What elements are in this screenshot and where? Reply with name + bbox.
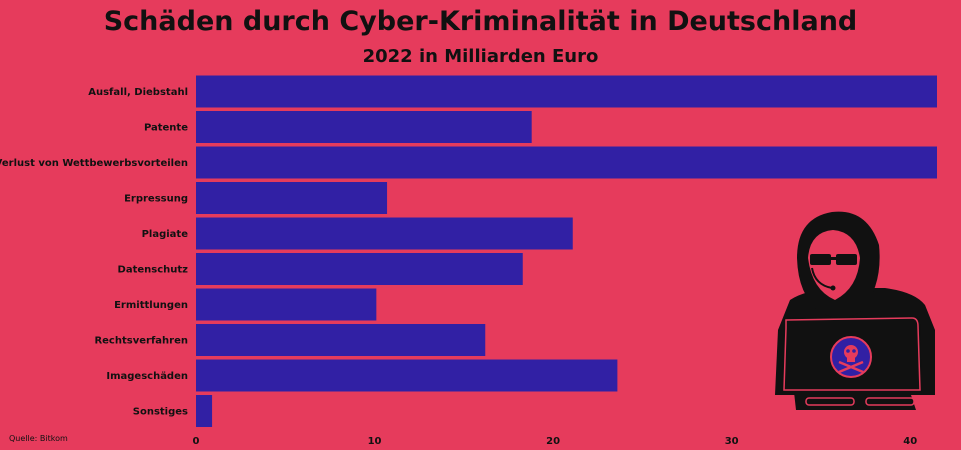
x-axis-ticks: 0 10 20 30 40 (193, 436, 918, 447)
category-label: Rechtsverfahren (94, 336, 188, 347)
bar-4 (196, 217, 573, 250)
category-labels: Ausfall, Diebstahl Patente Verlust von Wet… (0, 87, 188, 418)
bar-2 (196, 146, 937, 179)
category-label: Datenschutz (118, 265, 189, 276)
bar-6 (196, 288, 377, 321)
category-label: Ausfall, Diebstahl (88, 87, 188, 98)
x-tick-label: 0 (193, 436, 200, 447)
bar-9 (196, 395, 213, 427)
hacker-icon (775, 211, 935, 410)
bar-0 (196, 75, 937, 108)
bar-3 (196, 182, 388, 214)
bar-7 (196, 324, 486, 356)
category-label: Patente (144, 123, 188, 134)
bars-group (196, 75, 937, 427)
x-tick-label: 30 (725, 436, 739, 447)
category-label: Verlust von Wettbewerbsvorteilen (0, 158, 188, 169)
category-label: Plagiate (142, 229, 189, 240)
category-label: Ermittlungen (114, 300, 188, 311)
category-label: Imageschäden (106, 371, 188, 382)
x-tick-label: 10 (368, 436, 382, 447)
bar-8 (196, 359, 618, 392)
x-tick-label: 20 (546, 436, 560, 447)
chart-title: Schäden durch Cyber-Kriminalität in Deut… (103, 6, 858, 37)
category-label: Sonstiges (133, 407, 188, 418)
x-tick-label: 40 (903, 436, 917, 447)
chart-subtitle: 2022 in Milliarden Euro (362, 46, 599, 67)
source-note: Quelle: Bitkom (9, 434, 68, 443)
bar-1 (196, 111, 532, 143)
category-label: Erpressung (124, 194, 188, 205)
bar-5 (196, 253, 523, 285)
